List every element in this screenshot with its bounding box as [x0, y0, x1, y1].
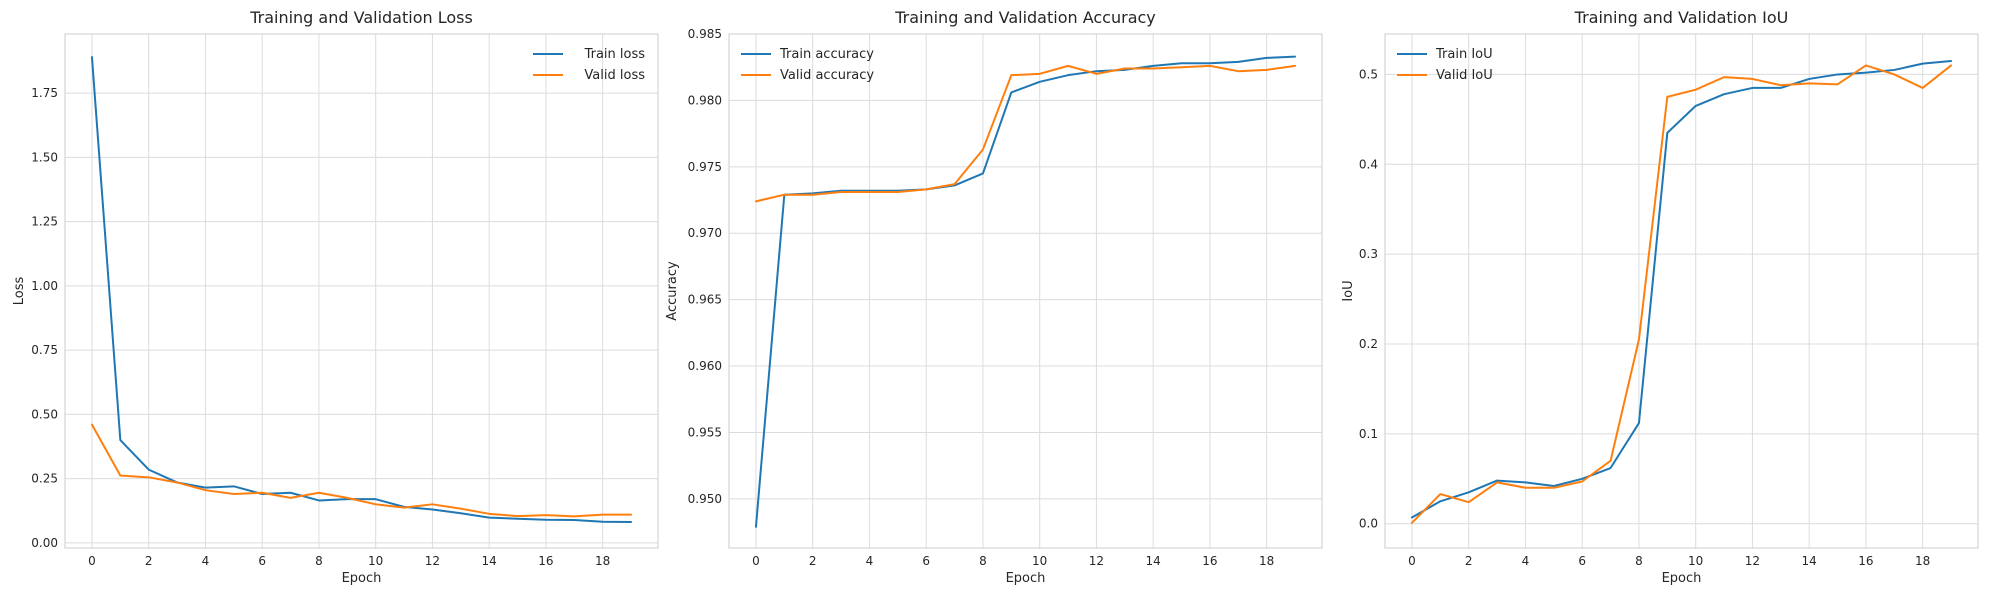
x-tick-label: 16: [1202, 554, 1217, 568]
y-axis-label: Accuracy: [665, 261, 680, 321]
y-tick-label: 0.25: [31, 472, 58, 486]
y-tick-label: 0.0: [1359, 517, 1378, 531]
legend-label: Train loss: [584, 47, 646, 62]
x-axis-label: Epoch: [1662, 571, 1702, 586]
x-tick-label: 8: [979, 554, 987, 568]
x-tick-label: 12: [1089, 554, 1104, 568]
y-tick-label: 0.970: [688, 226, 722, 240]
x-tick-label: 4: [202, 554, 210, 568]
x-tick-label: 10: [1032, 554, 1047, 568]
legend-label: Valid accuracy: [780, 68, 874, 83]
legend-label: Train accuracy: [779, 47, 874, 62]
y-tick-label: 0.965: [688, 293, 722, 307]
x-tick-label: 8: [315, 554, 323, 568]
chart-title: Training and Validation IoU: [1574, 8, 1789, 27]
chart-panel-1: 0 2 4 6 8 10 12 14 16 18 0.950 0.955 0.960 0.965 0.970…: [665, 8, 1323, 586]
legend: Train loss Valid loss: [533, 47, 645, 83]
y-tick-label: 0.960: [688, 359, 722, 373]
x-tick-label: 10: [1688, 554, 1703, 568]
x-tick-label: 16: [1858, 554, 1873, 568]
legend-label: Train IoU: [1435, 47, 1493, 62]
series-line-valid-iou: [1410, 64, 1953, 524]
y-tick-label: 0.3: [1359, 247, 1378, 261]
x-tick-label: 18: [595, 554, 610, 568]
x-tick-label: 14: [1802, 554, 1817, 568]
series-line-train-accuracy: [754, 55, 1297, 528]
legend: Train accuracy Valid accuracy: [741, 47, 874, 83]
legend-label: Valid IoU: [1436, 68, 1493, 83]
y-tick-label: 1.50: [31, 150, 58, 164]
x-axis-label: Epoch: [1006, 571, 1046, 586]
plot-frame: [64, 33, 659, 549]
series-line-train-iou: [1410, 59, 1953, 519]
x-tick-label: 2: [809, 554, 817, 568]
x-tick-label: 6: [1578, 554, 1586, 568]
series-line-valid-loss: [90, 423, 633, 518]
y-tick-label: 0.00: [31, 536, 58, 550]
y-axis-label: IoU: [1341, 280, 1356, 301]
x-tick-label: 6: [258, 554, 266, 568]
x-tick-label: 18: [1915, 554, 1930, 568]
y-tick-label: 0.50: [31, 407, 58, 421]
x-axis-label: Epoch: [342, 571, 382, 586]
y-tick-label: 0.975: [688, 160, 722, 174]
legend: Train IoU Valid IoU: [1397, 47, 1493, 83]
y-tick-label: 0.5: [1359, 67, 1378, 81]
y-tick-label: 0.2: [1359, 337, 1378, 351]
x-tick-label: 8: [1635, 554, 1643, 568]
chart-panel-0: 0 2 4 6 8 10 12 14 16 18 0.00 0.25 0.50 0.75 1.00 1.25 1…: [12, 8, 659, 586]
x-tick-label: 18: [1259, 554, 1274, 568]
y-tick-label: 0.985: [688, 27, 722, 41]
x-tick-label: 0: [1408, 554, 1416, 568]
y-tick-label: 1.00: [31, 279, 58, 293]
y-tick-label: 0.1: [1359, 427, 1378, 441]
x-tick-label: 6: [922, 554, 930, 568]
y-tick-label: 1.75: [31, 86, 58, 100]
plot-frame: [728, 33, 1323, 549]
plot-frame: [1384, 33, 1979, 549]
x-tick-label: 2: [1465, 554, 1473, 568]
y-tick-label: 0.4: [1359, 157, 1378, 171]
legend-label: Valid loss: [584, 68, 645, 83]
y-tick-label: 0.980: [688, 93, 722, 107]
x-tick-label: 10: [368, 554, 383, 568]
x-tick-label: 16: [538, 554, 553, 568]
x-tick-label: 12: [425, 554, 440, 568]
x-tick-label: 12: [1745, 554, 1760, 568]
x-tick-label: 2: [145, 554, 153, 568]
y-axis-label: Loss: [12, 277, 27, 306]
x-tick-label: 14: [1146, 554, 1161, 568]
y-tick-label: 0.950: [688, 492, 722, 506]
x-tick-label: 0: [752, 554, 760, 568]
chart-panel-2: 0 2 4 6 8 10 12 14 16 18 0.0 0.1 0.2 0.3 0.4 0.5 Trainin…: [1341, 8, 1979, 586]
x-tick-label: 4: [1522, 554, 1530, 568]
x-tick-label: 4: [866, 554, 874, 568]
x-tick-label: 0: [88, 554, 96, 568]
y-tick-label: 0.955: [688, 425, 722, 439]
chart-title: Training and Validation Accuracy: [894, 8, 1156, 27]
series-line-train-loss: [90, 56, 633, 524]
y-tick-label: 0.75: [31, 343, 58, 357]
y-tick-label: 1.25: [31, 215, 58, 229]
chart-title: Training and Validation Loss: [249, 8, 473, 27]
x-tick-label: 14: [482, 554, 497, 568]
series-line-valid-accuracy: [754, 64, 1297, 203]
